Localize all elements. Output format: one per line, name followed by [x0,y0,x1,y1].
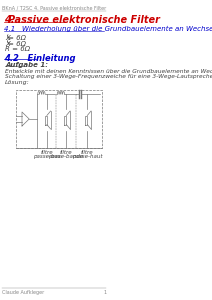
Text: Entwickle mit deinen Kenntnissen über die Grundbauelemente an Wechselspannung di: Entwickle mit deinen Kenntnissen über di… [5,69,212,74]
Text: BKnA / T2SC: BKnA / T2SC [2,6,32,11]
Bar [16,90,102,148]
Text: Lösung:: Lösung: [5,80,30,85]
Text: = 6Ω: = 6Ω [8,35,26,41]
Text: 4.1   Wiederholung über die Grundbauelemente an Wechselspannung: 4.1 Wiederholung über die Grundbauelemen… [4,26,212,32]
Text: filtre: filtre [60,150,72,155]
Text: Claude Aufkleger: Claude Aufkleger [2,290,44,295]
Text: 4.: 4. [4,15,15,25]
Text: = 6Ω: = 6Ω [8,40,26,46]
Text: C: C [7,39,10,44]
Text: X: X [5,35,10,41]
Text: L: L [7,34,10,39]
Text: Aufgabe 1:: Aufgabe 1: [5,62,48,68]
Text: passe-haut: passe-haut [72,154,102,159]
Text: Passive elektronische Filter: Passive elektronische Filter [8,15,160,25]
Text: passe-bande: passe-bande [48,154,84,159]
Text: filtre: filtre [81,150,93,155]
Text: 4. Passive elektronische Filter: 4. Passive elektronische Filter [34,6,106,11]
Text: 4.2   Einleitung: 4.2 Einleitung [4,54,76,63]
Text: filtre: filtre [40,150,53,155]
Text: passe-bas: passe-bas [33,154,60,159]
Text: Schaltung einer 3-Wege-Frequenzweiche für eine 3-Wege-Lautsprecherbox.: Schaltung einer 3-Wege-Frequenzweiche fü… [5,74,212,79]
Text: R = 6Ω: R = 6Ω [5,46,30,52]
Text: X: X [5,40,10,46]
Text: 1: 1 [103,290,106,295]
